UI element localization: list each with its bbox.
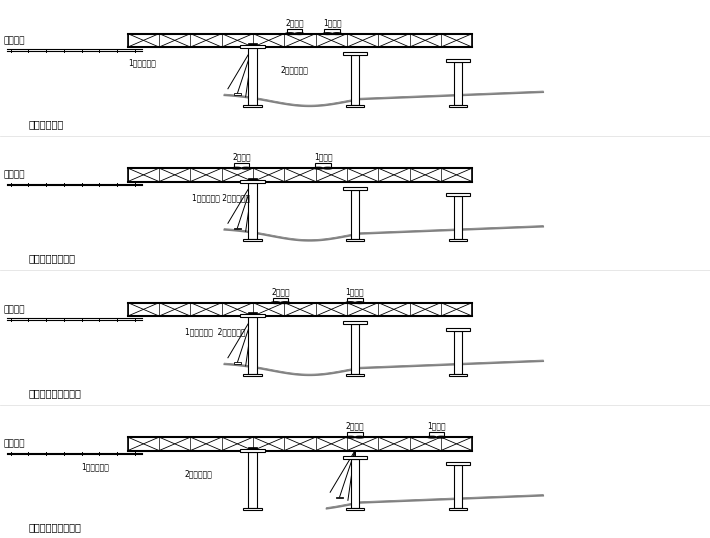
- Bar: [324, 29, 340, 33]
- Text: 1号天车: 1号天车: [323, 18, 342, 27]
- Text: 2号天车: 2号天车: [271, 287, 290, 296]
- Bar: [234, 228, 241, 229]
- Bar: [346, 239, 364, 241]
- Bar: [429, 433, 444, 437]
- Bar: [244, 508, 262, 510]
- Text: 梁预制厂: 梁预制厂: [4, 305, 25, 314]
- Bar: [346, 105, 364, 107]
- Text: 1号运梁平车 2号运梁平车: 1号运梁平车 2号运梁平车: [192, 193, 250, 202]
- Bar: [248, 312, 257, 314]
- Text: 1号运梁平车: 1号运梁平车: [82, 462, 109, 471]
- Bar: [351, 324, 359, 374]
- Bar: [240, 449, 265, 452]
- Circle shape: [324, 167, 332, 169]
- Circle shape: [427, 436, 436, 438]
- Text: 2号运梁平车: 2号运梁平车: [185, 469, 212, 478]
- Bar: [449, 239, 467, 241]
- Bar: [351, 458, 359, 508]
- Bar: [351, 55, 359, 105]
- Bar: [315, 164, 331, 168]
- Bar: [240, 180, 265, 183]
- Text: 1号天车: 1号天车: [314, 153, 332, 162]
- Bar: [446, 59, 471, 62]
- Bar: [287, 29, 302, 33]
- Bar: [234, 164, 249, 168]
- Text: 1号运梁平车: 1号运梁平车: [128, 59, 155, 68]
- Text: 尾部喂梁工况: 尾部喂梁工况: [28, 119, 64, 129]
- Bar: [342, 52, 368, 55]
- Bar: [244, 239, 262, 241]
- Bar: [234, 363, 241, 364]
- Circle shape: [314, 167, 322, 169]
- Bar: [347, 298, 363, 302]
- Bar: [346, 508, 364, 510]
- Bar: [342, 187, 368, 190]
- Text: 天车携梁纵移工况: 天车携梁纵移工况: [28, 253, 75, 263]
- Bar: [454, 196, 462, 239]
- Circle shape: [295, 33, 304, 34]
- Bar: [454, 465, 462, 508]
- Circle shape: [242, 167, 251, 169]
- Bar: [248, 43, 257, 46]
- Text: 1号运梁平车  2号运梁平车: 1号运梁平车 2号运梁平车: [185, 328, 245, 337]
- Circle shape: [346, 436, 354, 438]
- Bar: [346, 374, 364, 376]
- Bar: [351, 190, 359, 239]
- Circle shape: [232, 167, 241, 169]
- Bar: [240, 314, 265, 317]
- Circle shape: [333, 33, 342, 34]
- Bar: [446, 194, 471, 196]
- Circle shape: [281, 302, 290, 303]
- Text: 梁预制厂: 梁预制厂: [4, 440, 25, 448]
- Bar: [449, 374, 467, 376]
- Bar: [244, 374, 262, 376]
- Bar: [248, 183, 257, 239]
- Text: 2号天车: 2号天车: [232, 153, 251, 162]
- Bar: [446, 462, 471, 465]
- Bar: [454, 331, 462, 374]
- Bar: [248, 48, 257, 105]
- Text: 2号天车: 2号天车: [285, 18, 304, 27]
- Bar: [240, 46, 265, 48]
- Bar: [248, 452, 257, 508]
- Text: 落第一跨梁就位工况: 落第一跨梁就位工况: [28, 388, 81, 398]
- Bar: [248, 317, 257, 374]
- Bar: [454, 62, 462, 105]
- Text: 2号天车: 2号天车: [346, 422, 364, 431]
- Bar: [273, 298, 288, 302]
- Bar: [449, 508, 467, 510]
- Circle shape: [356, 436, 364, 438]
- Text: 1号天车: 1号天车: [346, 287, 364, 296]
- Bar: [342, 321, 368, 324]
- Text: 梁预制厂: 梁预制厂: [4, 171, 25, 179]
- Bar: [446, 328, 471, 331]
- Bar: [336, 497, 343, 498]
- Bar: [347, 433, 363, 437]
- Bar: [248, 178, 257, 180]
- Circle shape: [285, 33, 294, 34]
- Bar: [449, 105, 467, 107]
- Circle shape: [346, 302, 354, 303]
- Bar: [244, 105, 262, 107]
- Bar: [248, 447, 257, 449]
- Text: 梁预制厂: 梁预制厂: [4, 36, 25, 45]
- Text: 落第二跨梁就位工况: 落第二跨梁就位工况: [28, 522, 81, 532]
- Circle shape: [356, 302, 364, 303]
- Bar: [342, 456, 368, 458]
- Text: 2号运梁平车: 2号运梁平车: [280, 66, 308, 74]
- Circle shape: [437, 436, 446, 438]
- Circle shape: [323, 33, 332, 34]
- Circle shape: [271, 302, 280, 303]
- Text: 1号天车: 1号天车: [427, 422, 446, 431]
- Bar: [234, 94, 241, 95]
